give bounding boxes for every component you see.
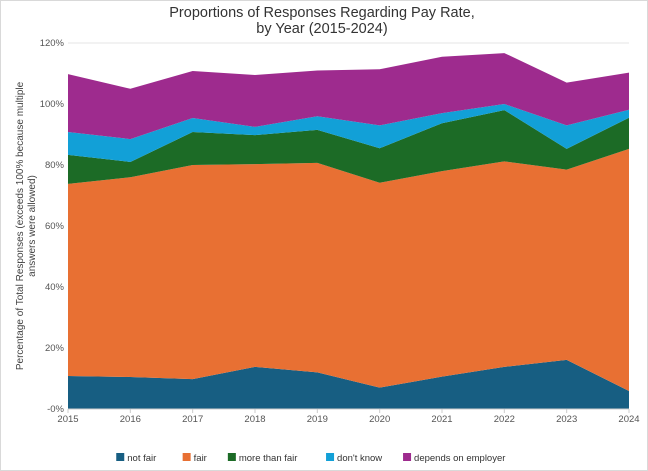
x-tick-label: 2017	[182, 414, 203, 425]
y-tick-label: 100%	[40, 99, 65, 110]
legend-label: fair	[194, 453, 207, 464]
area-depends-on-employer	[68, 53, 629, 140]
legend-swatch	[182, 453, 191, 461]
legend-swatch	[227, 453, 236, 461]
y-axis-label-line-2: answers were allowed)	[27, 175, 38, 277]
legend-item[interactable]: not fair	[116, 453, 156, 464]
area-not-fair	[68, 359, 629, 409]
area-fair	[68, 148, 629, 392]
x-tick-label: 2024	[618, 414, 639, 425]
legend-item[interactable]: depends on employer	[403, 453, 505, 464]
legend-label: not fair	[127, 453, 156, 464]
x-tick-label: 2020	[369, 414, 390, 425]
area-more-than-fair	[68, 110, 629, 184]
legend-item[interactable]: more than fair	[227, 453, 298, 464]
legend-swatch	[403, 453, 412, 461]
area-don-t-know	[68, 104, 629, 162]
x-tick-label: 2022	[494, 414, 515, 425]
x-tick-label: 2016	[120, 414, 141, 425]
x-tick-label: 2021	[431, 414, 452, 425]
y-axis-label-line-1: Percentage of Total Responses (exceeds 1…	[15, 81, 26, 370]
legend-label: depends on employer	[414, 453, 505, 464]
chart-title-line-1: Proportions of Responses Regarding Pay R…	[169, 5, 474, 21]
y-tick-label: 120%	[40, 38, 65, 49]
legend-label: don't know	[337, 453, 382, 464]
legend-item[interactable]: don't know	[326, 453, 382, 464]
legend-label: more than fair	[239, 453, 298, 464]
y-tick-label: 80%	[45, 160, 65, 171]
y-tick-label: 60%	[45, 221, 65, 232]
x-tick-label: 2023	[556, 414, 577, 425]
y-tick-label: 20%	[45, 343, 65, 354]
x-tick-label: 2019	[307, 414, 328, 425]
y-tick-label: 40%	[45, 282, 65, 293]
legend-swatch	[326, 453, 335, 461]
chart-title-line-2: by Year (2015-2024)	[256, 21, 387, 37]
legend-item[interactable]: fair	[182, 453, 207, 464]
y-axis-label: Percentage of Total Responses (exceeds 1…	[15, 81, 38, 370]
x-tick-label: 2015	[57, 414, 78, 425]
x-tick-label: 2018	[244, 414, 265, 425]
legend-swatch	[116, 453, 125, 461]
y-tick-label: -0%	[47, 404, 64, 415]
